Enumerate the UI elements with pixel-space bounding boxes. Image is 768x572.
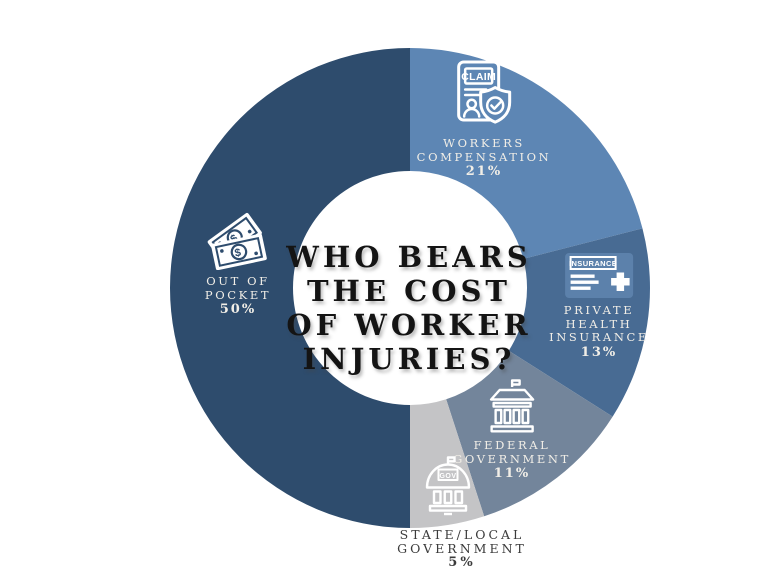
- insurance-card-icon: INSURANCE: [564, 253, 633, 298]
- slice-percent: 13%: [580, 344, 618, 360]
- slice-label-line: POCKET: [204, 287, 272, 302]
- label-state-local-government: STATE/LOCAL GOVERNMENT 5%: [397, 528, 527, 570]
- gov-dome-icon: GOV: [425, 456, 471, 516]
- shield-check-icon: [479, 86, 512, 124]
- title-line: WHO BEARS: [286, 240, 532, 274]
- label-workers-compensation: CLAIM WORKERS COMPENSATION 21%: [417, 58, 552, 179]
- title-line: THE COST: [306, 274, 512, 308]
- dollar-icon-text: $: [234, 246, 245, 260]
- bank-building-icon: [489, 379, 535, 433]
- slice-label-line: FEDERAL: [473, 438, 551, 452]
- claim-document-icon: CLAIM: [457, 60, 512, 124]
- chart-title: WHO BEARS THE COST OF WORKER INJURIES?: [286, 240, 532, 376]
- slice-label-line: GOVERNMENT: [453, 451, 571, 466]
- label-out-of-pocket: $ $ OUT OF POCKET 50%: [201, 206, 275, 317]
- label-state-local-government-icon: GOV: [414, 455, 482, 521]
- slice-label-line: GOVERNMENT: [397, 541, 527, 556]
- slice-percent: 21%: [465, 164, 503, 179]
- slice-federal-government: [446, 350, 613, 517]
- slice-percent: 5%: [448, 555, 476, 570]
- label-federal-government: FEDERAL GOVERNMENT 11%: [453, 378, 571, 481]
- title-line: OF WORKER: [286, 308, 532, 342]
- slice-label-line: STATE/LOCAL: [399, 527, 525, 542]
- slice-label-line: PRIVATE: [563, 303, 635, 317]
- label-private-health-insurance: INSURANCE PRIVATE HEALTH INSURANCE 13%: [549, 252, 649, 359]
- slice-percent: 50%: [219, 302, 257, 317]
- medical-cross-icon: [610, 272, 630, 291]
- claim-icon-text: CLAIM: [462, 71, 497, 83]
- insurance-icon-text: INSURANCE: [569, 259, 617, 268]
- donut-slices: [170, 48, 651, 528]
- slice-label-line: WORKERS: [443, 136, 525, 150]
- slice-out-of-pocket: [170, 48, 410, 528]
- money-bills-icon: $ $: [207, 212, 267, 270]
- slice-label-line: INSURANCE: [549, 330, 649, 344]
- slice-label-line: OUT OF: [206, 274, 270, 288]
- slice-label-line: COMPENSATION: [416, 149, 552, 164]
- title-line: INJURIES?: [302, 342, 516, 376]
- gov-icon-text: GOV: [439, 473, 456, 480]
- slice-percent: 11%: [493, 466, 531, 481]
- slice-label-line: HEALTH: [565, 316, 633, 331]
